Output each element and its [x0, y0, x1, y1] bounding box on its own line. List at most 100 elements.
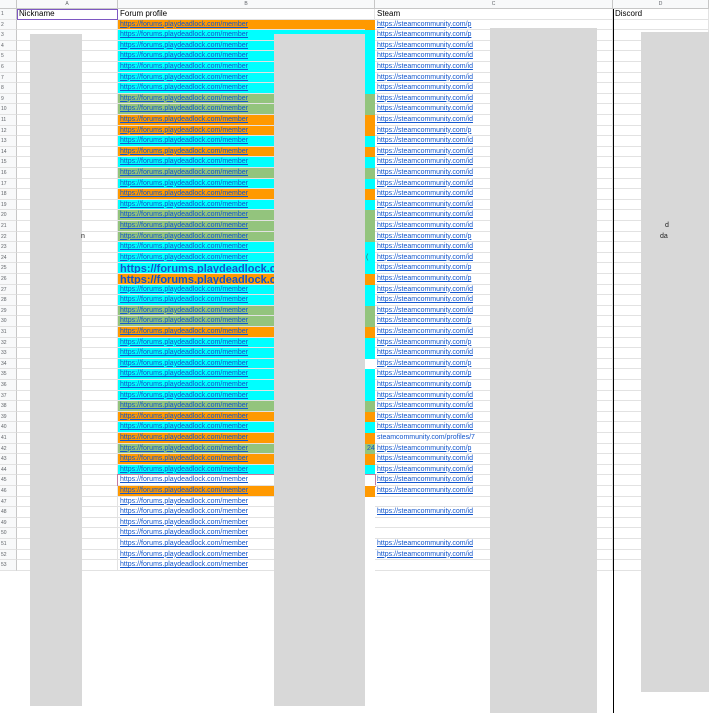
- steam-profile-link[interactable]: https://steamcommunity.com/id: [377, 455, 473, 463]
- row-number[interactable]: 12: [0, 125, 17, 137]
- steam-profile-link[interactable]: https://steamcommunity.com/id: [377, 253, 473, 261]
- row-number[interactable]: 16: [0, 168, 17, 179]
- row-number[interactable]: 20: [0, 210, 17, 221]
- row-number[interactable]: 21: [0, 221, 17, 232]
- row-number[interactable]: 45: [0, 475, 17, 486]
- forum-profile-link[interactable]: https://forums.playdeadlock.com/member: [120, 296, 248, 304]
- column-header-a[interactable]: A: [17, 0, 118, 9]
- forum-profile-link[interactable]: https://forums.playdeadlock.com/member: [120, 423, 248, 431]
- steam-profile-link[interactable]: https://steamcommunity.com/p: [377, 444, 472, 452]
- forum-profile-link[interactable]: https://forums.playdeadlock.com/member: [120, 190, 248, 198]
- steam-profile-link[interactable]: https://steamcommunity.com/p: [377, 31, 472, 39]
- steam-profile-link[interactable]: https://steamcommunity.com/p: [377, 275, 472, 282]
- forum-profile-link[interactable]: https://forums.playdeadlock.com/member: [120, 455, 248, 463]
- forum-profile-link[interactable]: https://forums.playdeadlock.com/member: [120, 465, 248, 473]
- forum-profile-link[interactable]: https://forums.playdeadlock.com/member: [120, 200, 248, 208]
- forum-profile-link[interactable]: https://forums.playdeadlock.com/member: [120, 402, 248, 410]
- forum-profile-link[interactable]: https://forums.playdeadlock.com/member: [120, 84, 248, 92]
- forum-profile-link[interactable]: https://forums.playdeadlock.com/member: [120, 412, 248, 420]
- row-number[interactable]: 27: [0, 284, 17, 296]
- steam-profile-link[interactable]: https://steamcommunity.com/id: [377, 211, 473, 219]
- forum-profile-link[interactable]: https://forums.playdeadlock.com/member: [120, 243, 248, 251]
- row-number[interactable]: 18: [0, 189, 17, 200]
- row-number[interactable]: 6: [0, 62, 17, 73]
- row-number[interactable]: 26: [0, 274, 17, 285]
- forum-profile-link[interactable]: https://forums.playdeadlock.com/member: [120, 169, 248, 176]
- forum-profile-link[interactable]: https://forums.playdeadlock.com/member: [120, 317, 248, 325]
- row-number[interactable]: 34: [0, 358, 17, 370]
- row-number[interactable]: 50: [0, 528, 17, 539]
- row-number[interactable]: 10: [0, 104, 17, 115]
- steam-profile-link[interactable]: https://steamcommunity.com/id: [377, 158, 473, 166]
- steam-profile-link[interactable]: https://steamcommunity.com/id: [377, 63, 473, 70]
- forum-profile-link[interactable]: https://forums.playdeadlock.com/member: [120, 137, 248, 145]
- nickname-cell[interactable]: [17, 19, 118, 31]
- row-number[interactable]: 51: [0, 539, 17, 550]
- row-number[interactable]: 30: [0, 316, 17, 327]
- row-number[interactable]: 9: [0, 93, 17, 105]
- row-number[interactable]: 13: [0, 136, 17, 147]
- forum-profile-link[interactable]: https://forums.playdeadlock.com/member: [120, 232, 248, 240]
- steam-profile-link[interactable]: https://steamcommunity.com/id: [377, 402, 473, 410]
- forum-profile-link[interactable]: https://forums.playdeadlock.com/member: [120, 434, 248, 441]
- row-number[interactable]: 28: [0, 295, 17, 306]
- forum-profile-link[interactable]: https://forums.playdeadlock.com/member: [120, 370, 248, 378]
- row-number[interactable]: 49: [0, 517, 17, 529]
- row-number[interactable]: 36: [0, 380, 17, 391]
- steam-profile-link[interactable]: https://steamcommunity.com/id: [377, 105, 473, 113]
- steam-profile-link[interactable]: https://steamcommunity.com/p: [377, 381, 472, 388]
- row-number[interactable]: 38: [0, 401, 17, 412]
- row-number[interactable]: 4: [0, 40, 17, 52]
- row-number[interactable]: 46: [0, 486, 17, 497]
- steam-profile-link[interactable]: https://steamcommunity.com/id: [377, 285, 473, 293]
- steam-profile-link[interactable]: https://steamcommunity.com/id: [377, 41, 473, 49]
- forum-profile-link[interactable]: https://forums.playdeadlock.com/member: [120, 508, 248, 516]
- forum-profile-link[interactable]: https://forums.playdeadlock.com/member: [120, 94, 248, 102]
- steam-profile-link[interactable]: https://steamcommunity.com/p: [377, 370, 472, 378]
- steam-profile-link[interactable]: https://steamcommunity.com/id: [377, 487, 473, 494]
- steam-profile-link[interactable]: https://steamcommunity.com/id: [377, 465, 473, 473]
- row-number[interactable]: 23: [0, 242, 17, 253]
- steam-profile-link[interactable]: https://steamcommunity.com/id: [377, 540, 473, 547]
- row-number[interactable]: 37: [0, 390, 17, 402]
- steam-profile-link[interactable]: https://steamcommunity.com/id: [377, 169, 473, 176]
- forum-profile-link[interactable]: https://forums.playdeadlock.com/member: [120, 52, 248, 60]
- forum-profile-link[interactable]: https://forums.playdeadlock.com/member: [120, 391, 248, 399]
- row-number[interactable]: 1: [0, 9, 17, 20]
- row-number[interactable]: 39: [0, 411, 17, 423]
- steam-profile-link[interactable]: https://steamcommunity.com/id: [377, 52, 473, 60]
- row-number[interactable]: 25: [0, 263, 17, 274]
- row-number[interactable]: 35: [0, 369, 17, 380]
- row-number[interactable]: 22: [0, 231, 17, 243]
- row-number[interactable]: 8: [0, 83, 17, 94]
- steam-profile-link[interactable]: https://steamcommunity.com/id: [377, 179, 473, 187]
- row-number[interactable]: 52: [0, 549, 17, 561]
- steam-profile-link[interactable]: https://steamcommunity.com/id: [377, 137, 473, 145]
- steam-profile-link[interactable]: https://steamcommunity.com/id: [377, 508, 473, 516]
- steam-profile-link[interactable]: https://steamcommunity.com/id: [377, 73, 473, 81]
- steam-profile-link[interactable]: https://steamcommunity.com/p: [377, 359, 472, 367]
- forum-profile-link[interactable]: https://forums.playdeadlock.com/member: [120, 529, 248, 537]
- steam-profile-link[interactable]: https://steamcommunity.com/id: [377, 147, 473, 155]
- forum-profile-link[interactable]: https://forums.playdeadlock.com/member: [120, 285, 248, 293]
- row-number[interactable]: 17: [0, 178, 17, 190]
- steam-profile-link[interactable]: https://steamcommunity.com/id: [377, 243, 473, 251]
- steam-profile-link[interactable]: https://steamcommunity.com/id: [377, 306, 473, 314]
- steam-profile-link[interactable]: https://steamcommunity.com/id: [377, 116, 473, 123]
- forum-profile-link[interactable]: https://forums.playdeadlock.com/member: [120, 476, 248, 484]
- steam-profile-link[interactable]: https://steamcommunity.com/p: [377, 232, 472, 240]
- row-number[interactable]: 14: [0, 146, 17, 158]
- forum-profile-link[interactable]: https://forums.playdeadlock.com/member: [120, 561, 248, 569]
- steam-profile-link[interactable]: https://steamcommunity.com/p: [377, 20, 472, 28]
- discord-cell[interactable]: [613, 19, 709, 31]
- forum-profile-link[interactable]: https://forums.playdeadlock.com/member: [120, 211, 248, 219]
- forum-profile-link[interactable]: https://forums.playdeadlock.com/member: [120, 158, 248, 166]
- steam-profile-link[interactable]: https://steamcommunity.com/id: [377, 349, 473, 357]
- steam-profile-link[interactable]: https://steamcommunity.com/id: [377, 84, 473, 92]
- steam-profile-link[interactable]: https://steamcommunity.com/id: [377, 200, 473, 208]
- row-number[interactable]: 11: [0, 115, 17, 126]
- forum-profile-link[interactable]: https://forums.playdeadlock.com/member: [120, 518, 248, 526]
- forum-profile-link[interactable]: https://forums.playdeadlock.com/member: [120, 497, 248, 505]
- forum-profile-link[interactable]: https://forums.playdeadlock.com/member: [120, 105, 248, 113]
- forum-profile-link[interactable]: https://forums.playdeadlock.com/member: [120, 328, 248, 335]
